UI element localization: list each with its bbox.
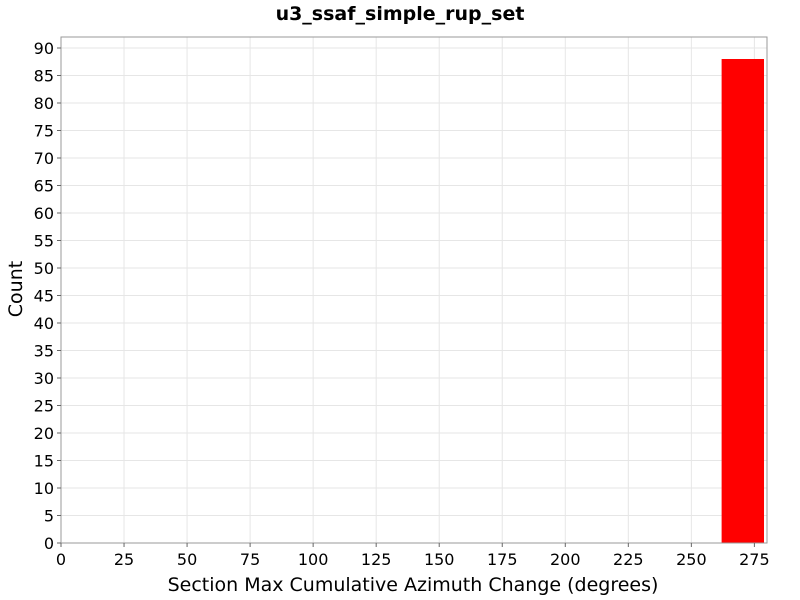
y-tick-label: 45 — [34, 287, 54, 306]
x-tick-label: 275 — [739, 550, 770, 569]
y-tick-label: 60 — [34, 204, 54, 223]
x-tick-label: 125 — [361, 550, 392, 569]
x-tick-label: 175 — [487, 550, 518, 569]
grid-lines — [61, 37, 767, 543]
x-tick-label: 50 — [177, 550, 197, 569]
x-tick-label: 150 — [424, 550, 455, 569]
y-tick-label: 15 — [34, 452, 54, 471]
plot-area-frame — [60, 36, 768, 544]
x-tick-label: 225 — [613, 550, 644, 569]
x-axis-ticks: 0 25 50 75 100 125 150 175 200 225 250 275 — [56, 543, 770, 569]
y-tick-label: 75 — [34, 122, 54, 141]
y-tick-label: 35 — [34, 342, 54, 361]
y-axis-ticks: 0 5 10 15 20 25 30 35 40 45 50 55 60 65 70 75 80 85 90 — [34, 39, 61, 553]
x-axis-label: Section Max Cumulative Azimuth Change (d… — [168, 574, 659, 596]
y-tick-label: 5 — [44, 507, 54, 526]
x-tick-label: 0 — [56, 550, 66, 569]
y-tick-label: 50 — [34, 259, 54, 278]
y-tick-label: 40 — [34, 314, 54, 333]
y-tick-label: 55 — [34, 232, 54, 251]
x-tick-label: 25 — [114, 550, 134, 569]
y-axis-label: Count — [5, 261, 27, 317]
x-tick-label: 100 — [298, 550, 329, 569]
y-tick-label: 20 — [34, 424, 54, 443]
y-tick-label: 90 — [34, 39, 54, 58]
x-tick-label: 200 — [550, 550, 581, 569]
y-tick-label: 80 — [34, 94, 54, 113]
y-tick-label: 70 — [34, 149, 54, 168]
histogram-bar — [721, 59, 764, 543]
chart-title: u3_ssaf_simple_rup_set — [276, 3, 525, 25]
x-tick-label: 75 — [240, 550, 260, 569]
y-tick-label: 25 — [34, 397, 54, 416]
y-tick-label: 85 — [34, 67, 54, 86]
y-tick-label: 65 — [34, 177, 54, 196]
y-tick-label: 10 — [34, 479, 54, 498]
x-tick-label: 250 — [676, 550, 707, 569]
y-tick-label: 30 — [34, 369, 54, 388]
y-tick-label: 0 — [44, 534, 54, 553]
bars — [721, 59, 764, 543]
